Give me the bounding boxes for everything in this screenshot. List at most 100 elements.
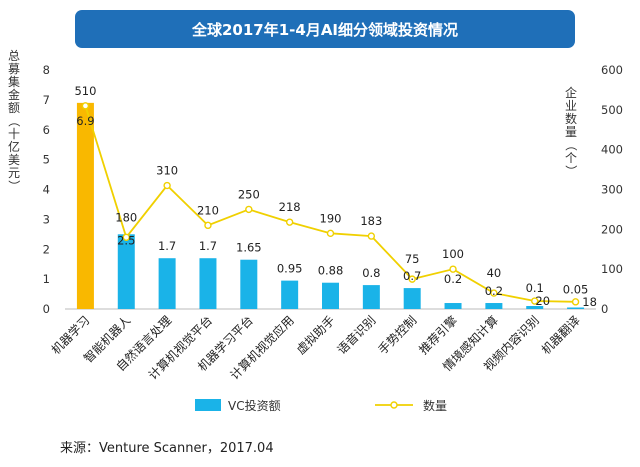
legend-bar-swatch <box>195 399 221 411</box>
line-point <box>367 232 376 240</box>
bar <box>526 306 544 309</box>
line-value-label: 183 <box>360 214 382 228</box>
y-right-tick-label: 400 <box>601 143 623 157</box>
bar-value-label: 0.1 <box>526 281 544 295</box>
line-point <box>408 275 416 283</box>
category-labels: 机器学习智能机器人自然语言处理计算机视觉平台机器学习平台计算机视觉应用虚拟助手语… <box>48 313 583 383</box>
y-right-tick-label: 100 <box>601 262 623 276</box>
line-point <box>81 102 90 110</box>
axes: 0123456780100200300400500600总募集金额（十亿美元）企… <box>7 49 623 316</box>
bar-value-label: 0.2 <box>444 272 462 286</box>
line-point <box>285 218 294 226</box>
y-left-axis-title-char: 元 <box>8 166 20 180</box>
y-left-tick-label: 2 <box>43 242 50 256</box>
line-point <box>163 181 171 190</box>
data-labels: 6.9 2.5 1.7 1.7 1.65 0.95 0.88 0.8 0.7 0.2 0.2 0.1 0… <box>74 84 596 309</box>
line-value-label: 218 <box>279 200 301 214</box>
y-left-tick-label: 1 <box>43 272 50 286</box>
y-left-axis-title-char: 额 <box>8 101 20 115</box>
bar-value-label: 0.95 <box>277 262 303 276</box>
line-point <box>204 221 212 230</box>
y-left-tick-label: 3 <box>43 212 50 226</box>
line-value-label: 40 <box>487 266 502 280</box>
y-left-axis-title-char: 金 <box>8 87 20 102</box>
bar <box>117 234 135 309</box>
line-value-label: 180 <box>115 210 137 224</box>
bar-value-label: 6.9 <box>76 114 94 128</box>
bar-value-label: 2.5 <box>117 233 135 247</box>
bar <box>281 280 299 309</box>
bar-value-label: 1.7 <box>158 239 176 253</box>
y-right-tick-label: 200 <box>601 222 623 236</box>
x-category-label: 语音识别 <box>334 313 379 358</box>
y-right-axis-title-char: 量 <box>565 125 577 139</box>
source-note: 来源：Venture Scanner，2017.04 <box>60 441 274 456</box>
bars <box>76 102 585 309</box>
bar <box>362 285 380 309</box>
line-point <box>531 297 539 305</box>
y-right-axis-title-char: （ <box>564 139 578 151</box>
y-left-tick-label: 6 <box>43 123 50 137</box>
bar-value-label: 0.05 <box>563 283 589 297</box>
y-right-axis-title-char: 个 <box>565 151 577 165</box>
bar-value-label: 0.8 <box>362 266 380 280</box>
line-series <box>81 102 580 306</box>
bar <box>76 102 94 309</box>
line-value-label: 20 <box>535 294 550 308</box>
x-category-label: 机器翻译 <box>539 313 583 357</box>
y-right-axis-title-char: 业 <box>565 99 577 113</box>
bar <box>199 258 217 309</box>
y-left-tick-label: 5 <box>43 153 50 167</box>
bar-value-label: 1.65 <box>236 241 262 255</box>
bar <box>240 259 258 309</box>
line-value-label: 250 <box>238 187 260 201</box>
bar-value-label: 1.7 <box>199 239 217 253</box>
y-left-axis-title-char: 募 <box>8 62 20 76</box>
bar-value-label: 0.7 <box>403 269 421 283</box>
y-left-axis-title-char: 十 <box>8 127 20 141</box>
y-left-tick-label: 8 <box>43 63 50 77</box>
bar <box>444 303 462 309</box>
bar <box>485 303 503 309</box>
line-value-label: 510 <box>74 84 96 98</box>
line-value-label: 210 <box>197 203 219 217</box>
bar-value-label: 0.2 <box>485 284 503 298</box>
y-left-axis-title-char: 总 <box>8 49 20 63</box>
line-value-label: 100 <box>442 247 464 261</box>
chart-title: 全球2017年1-4月AI细分领域投资情况 <box>75 10 575 48</box>
y-right-tick-label: 600 <box>601 63 623 77</box>
y-left-axis-title-char: 亿 <box>8 139 20 154</box>
y-left-axis-title-char: （ <box>7 115 21 127</box>
legend-bar-label: VC投资额 <box>228 398 281 413</box>
x-category-label: 虚拟助手 <box>294 313 338 357</box>
y-right-tick-label: 0 <box>601 302 608 316</box>
line-point <box>122 233 130 242</box>
y-left-tick-label: 7 <box>43 93 50 107</box>
line-value-label: 310 <box>156 164 178 178</box>
line-point <box>326 229 335 238</box>
legend-line-marker <box>390 401 398 409</box>
line-value-label: 18 <box>582 295 597 309</box>
line-point <box>571 298 580 306</box>
bar <box>403 288 421 309</box>
legend: VC投资额 数量 <box>195 398 447 413</box>
y-right-axis-title-char: 企 <box>565 85 577 100</box>
y-left-axis-title-char: 集 <box>8 74 20 89</box>
y-right-tick-label: 500 <box>601 103 623 117</box>
line-value-label: 75 <box>405 252 420 266</box>
y-right-axis-title-char: ） <box>564 165 578 177</box>
x-category-label: 手势控制 <box>375 313 419 357</box>
bar <box>322 282 339 309</box>
y-right-axis-title-char: 数 <box>565 111 577 126</box>
line-point <box>245 205 253 214</box>
bar <box>158 258 176 309</box>
y-left-axis-title-char: 美 <box>8 153 20 167</box>
y-right-tick-label: 300 <box>601 183 623 197</box>
legend-line-label: 数量 <box>423 398 447 413</box>
bar-value-label: 0.88 <box>318 264 344 278</box>
line-value-label: 190 <box>320 211 342 225</box>
line-point <box>449 265 457 273</box>
y-left-tick-label: 4 <box>43 183 50 197</box>
line-point <box>490 289 498 297</box>
